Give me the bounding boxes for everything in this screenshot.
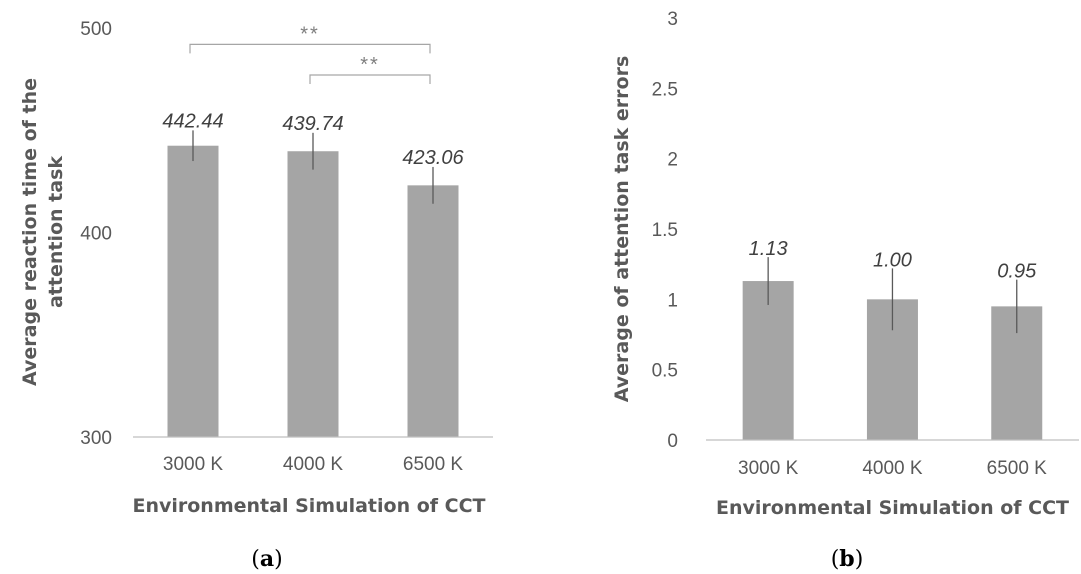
data-label: 442.44 — [162, 110, 223, 132]
y-tick-label: 500 — [80, 19, 112, 40]
bar — [407, 185, 459, 437]
data-label: 423.06 — [402, 147, 464, 169]
y-tick-label: 1.5 — [652, 220, 678, 241]
bar — [287, 151, 339, 438]
y-tick-label: 1 — [667, 290, 678, 311]
panel-label-part: ) — [274, 547, 283, 572]
significance-marker: ** — [300, 23, 320, 45]
data-label: 1.13 — [749, 238, 788, 260]
x-tick-label: 4000 K — [283, 454, 344, 475]
y-tick-label: 300 — [80, 428, 112, 449]
y-tick-label: 400 — [80, 224, 112, 245]
x-tick-label: 3000 K — [738, 458, 799, 479]
significance-marker: ** — [360, 54, 380, 76]
chart-panel-b: 0 0.5 1 1.5 2 2.5 3 1.13 3000 K 1.00 4000 K 0.95 650… — [611, 9, 1079, 572]
x-tick-label: 3000 K — [163, 454, 224, 475]
data-label: 0.95 — [997, 261, 1037, 283]
x-axis-title: Environmental Simulation of CCT — [132, 495, 485, 517]
data-label: 1.00 — [873, 249, 912, 271]
y-tick-label: 3 — [667, 9, 678, 30]
y-tick-label: 0 — [667, 431, 678, 452]
y-axis-title-line: attention task — [45, 156, 67, 308]
significance-bracket — [189, 43, 431, 54]
x-tick-label: 6500 K — [987, 458, 1048, 479]
panel-label-part: ( — [831, 547, 840, 572]
data-label: 439.74 — [282, 113, 343, 135]
y-axis-title: Average reaction time of the attention ta… — [19, 78, 67, 386]
panel-label-part: a — [260, 546, 274, 572]
y-tick-label: 2 — [667, 150, 678, 171]
panel-label: (a) — [251, 546, 282, 572]
significance-bracket — [309, 74, 431, 85]
x-tick-label: 4000 K — [862, 458, 923, 479]
chart-panel-a: 300 400 500 442.44 3000 K 439.74 4000 K 423.06 6… — [19, 19, 493, 572]
panel-label-part: b — [839, 546, 854, 572]
panel-label-part: ) — [855, 547, 864, 572]
y-axis-title: Average of attention task errors — [611, 56, 633, 403]
bar — [167, 145, 219, 437]
x-tick-label: 6500 K — [403, 454, 464, 475]
y-tick-label: 0.5 — [652, 361, 678, 382]
bar — [742, 281, 794, 440]
y-axis-title-line: Average reaction time of the — [19, 78, 41, 386]
panel-label: (b) — [831, 546, 864, 572]
y-tick-label: 2.5 — [652, 79, 678, 100]
y-axis-title-line: Average of attention task errors — [611, 56, 633, 403]
x-axis-title: Environmental Simulation of CCT — [716, 497, 1069, 519]
panel-label-part: ( — [251, 547, 260, 572]
